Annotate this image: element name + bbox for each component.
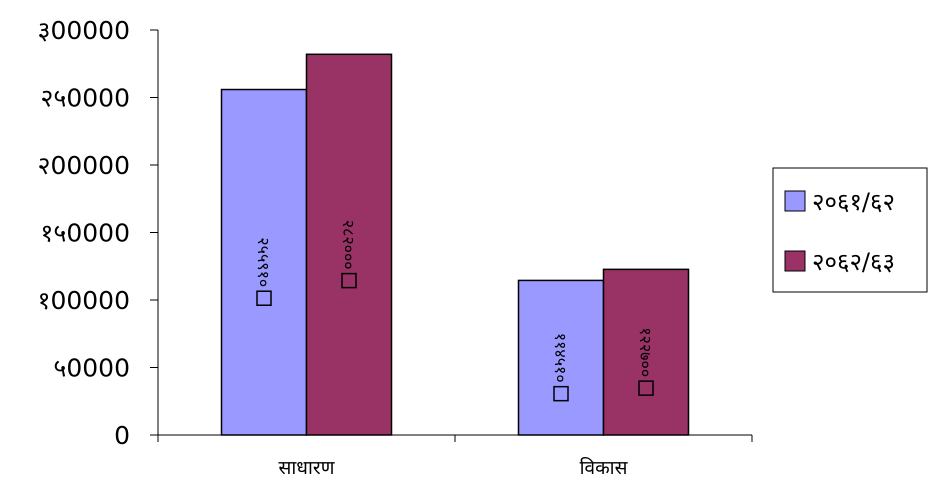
legend: २०६१/६२ २०६२/६३ <box>772 167 928 293</box>
y-tick-label: १00000 <box>37 286 130 315</box>
legend-swatch-series-1 <box>784 190 806 212</box>
x-axis <box>157 434 753 442</box>
legend-swatch-series-2 <box>784 250 806 272</box>
y-tick-label: १५0000 <box>40 219 130 248</box>
bar <box>602 268 690 436</box>
data-label-text: २५५९१० <box>254 237 273 287</box>
bar <box>220 88 308 436</box>
category-label: विकास <box>580 456 629 479</box>
data-label-key <box>553 385 569 402</box>
y-axis: 0 ५0000 १00000 १५0000 २00000 २५0000 ३00000 <box>37 16 159 450</box>
category-labels: साधारण विकास <box>279 456 629 479</box>
data-label-text: ११४५१० <box>551 333 570 383</box>
legend-label-series-2: २०६२/६३ <box>812 248 895 276</box>
data-label: १२२७०० <box>636 327 655 396</box>
data-label: २५५९१० <box>254 237 273 306</box>
legend-label-series-1: २०६१/६२ <box>812 188 895 216</box>
bar <box>517 279 605 436</box>
data-label-text: १२२७०० <box>636 327 655 377</box>
bar <box>305 53 393 436</box>
y-tick-label: ५0000 <box>53 354 130 383</box>
bars: २५५९१० २८२००० ११४५१० १२२७०० <box>220 53 690 436</box>
data-label-key <box>256 290 272 306</box>
category-label: साधारण <box>279 457 335 479</box>
y-tick-label: २00000 <box>37 151 130 180</box>
data-label-key <box>341 272 357 289</box>
y-tick-label: २५0000 <box>40 84 130 113</box>
y-tick-label: 0 <box>114 421 130 450</box>
data-label-key <box>638 380 654 396</box>
data-label: ११४५१० <box>551 333 570 402</box>
y-tick-label: ३00000 <box>37 16 130 45</box>
data-label: २८२००० <box>339 220 358 289</box>
data-label-text: २८२००० <box>339 220 358 270</box>
